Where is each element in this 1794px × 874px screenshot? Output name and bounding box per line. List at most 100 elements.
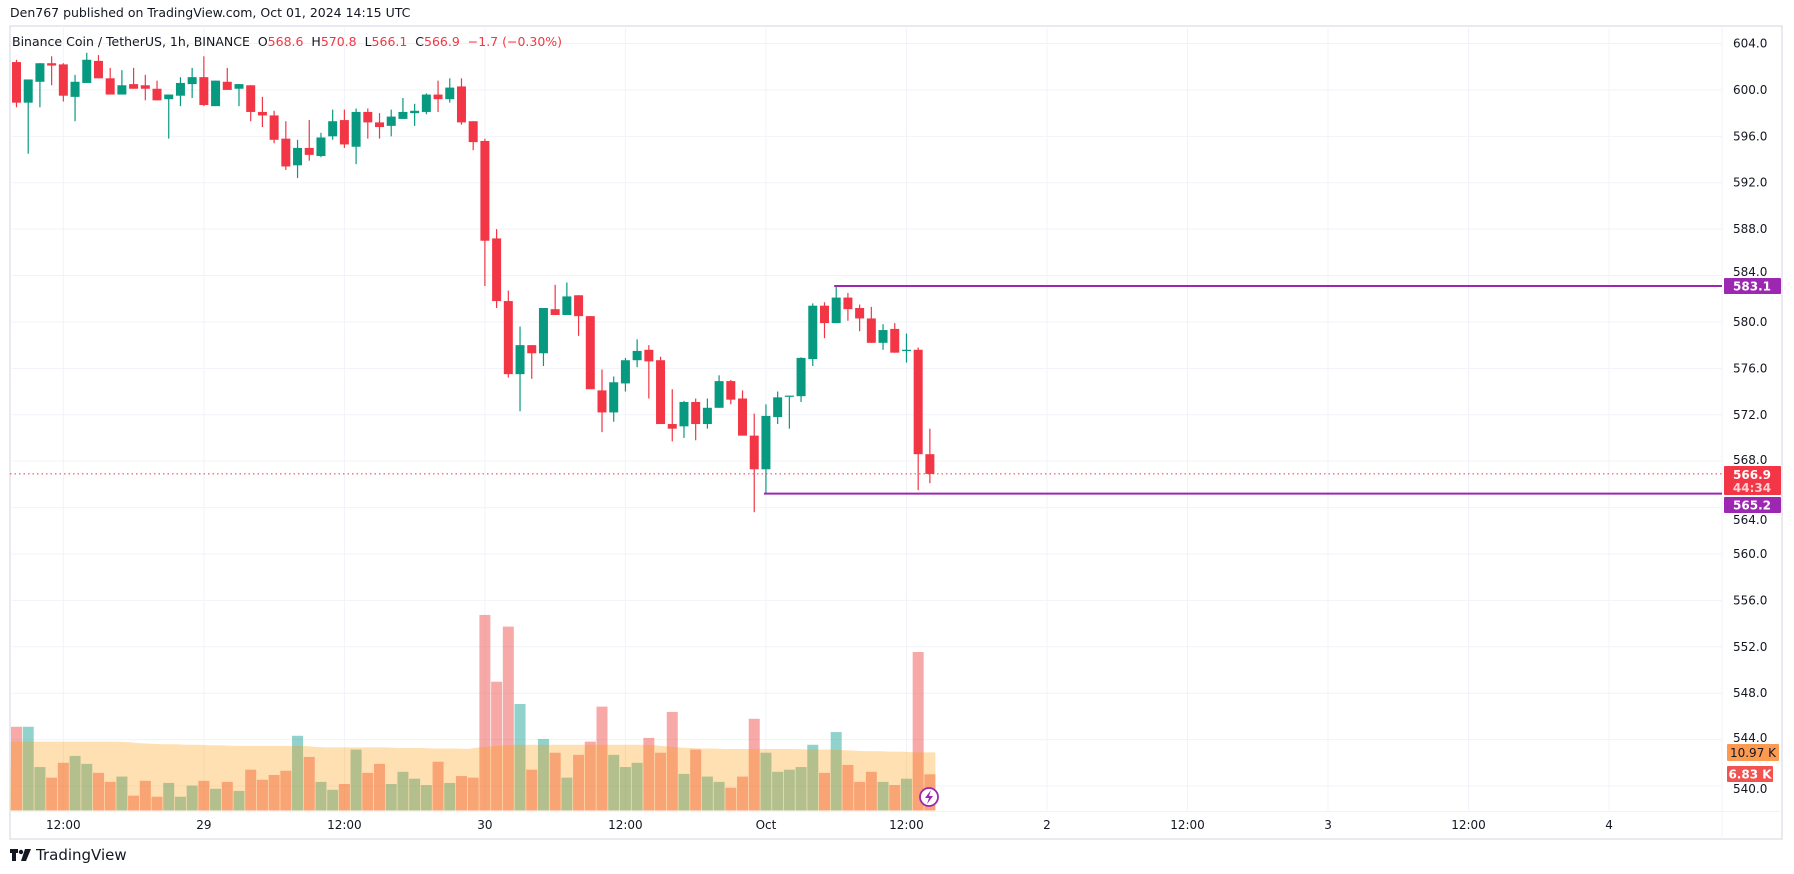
volume-bar <box>444 782 456 811</box>
candle-body <box>47 63 57 66</box>
candle-body <box>70 81 80 97</box>
volume-bar <box>374 763 386 811</box>
candle-body <box>609 382 619 413</box>
candle-body <box>281 138 291 167</box>
support-price-tag-text: 565.2 <box>1733 499 1771 513</box>
grid <box>9 25 1783 840</box>
volume-bar <box>865 771 877 811</box>
volume-bar <box>292 735 304 811</box>
volume-bar <box>830 732 842 811</box>
tradingview-logo-icon <box>10 849 31 861</box>
time-tick-label: 2 <box>1043 818 1051 832</box>
price-tick-label: 564.0 <box>1733 513 1767 527</box>
candle-body <box>714 381 724 408</box>
volume-ma-area <box>10 741 936 811</box>
high-value: 570.8 <box>320 34 357 49</box>
volume-bar <box>690 749 702 811</box>
volume-bar <box>455 776 467 811</box>
open-value: 568.6 <box>267 34 304 49</box>
volume-bar <box>268 774 280 811</box>
volume-bar <box>245 769 257 811</box>
volume-bar <box>725 787 737 811</box>
time-tick-label: 12:00 <box>889 818 924 832</box>
price-tick-label: 576.0 <box>1733 361 1767 375</box>
price-tick-label: 592.0 <box>1733 176 1767 190</box>
candle-body <box>656 360 666 425</box>
candle-body <box>538 308 548 354</box>
candle-body <box>749 435 759 470</box>
candle-body <box>726 381 736 400</box>
volume-bar <box>397 771 409 811</box>
candle-body <box>152 88 162 101</box>
time-tick-label: 12:00 <box>46 818 81 832</box>
candle-body <box>738 398 748 436</box>
candle-body <box>480 140 490 241</box>
candle-body <box>105 78 115 95</box>
candle-body <box>339 120 349 145</box>
volume-bar <box>807 744 819 811</box>
time-tick-label: 12:00 <box>608 818 643 832</box>
candle-body <box>456 86 466 123</box>
volume-bar <box>854 781 866 811</box>
candle-body <box>515 345 525 375</box>
candle-body <box>211 80 221 107</box>
volume-bar <box>643 737 655 811</box>
volume-bar <box>69 755 81 811</box>
candle-body <box>702 407 712 425</box>
volume-bar <box>573 754 585 811</box>
candle-body <box>831 297 841 324</box>
candle-body <box>866 318 876 343</box>
time-tick-label: Oct <box>756 818 777 832</box>
volume-bar <box>46 777 58 811</box>
candle-body <box>293 147 303 166</box>
footer-brand[interactable]: TradingView <box>10 846 127 864</box>
high-label: H <box>311 34 321 49</box>
last-price-tag-text: 566.9 <box>1733 468 1771 482</box>
volume-bar <box>678 773 690 811</box>
candle-body <box>129 84 139 89</box>
volume-bar <box>783 769 795 811</box>
volume-bar <box>491 681 503 811</box>
volume-bar <box>561 777 573 811</box>
volume-ma-tag <box>1727 744 1779 761</box>
volume-bar <box>210 788 222 811</box>
candle-body <box>667 424 677 429</box>
candle-body <box>620 360 630 384</box>
candle-body <box>351 111 361 147</box>
candle-body <box>644 349 654 362</box>
candle-body <box>773 397 783 418</box>
time-tick-label: 4 <box>1605 818 1613 832</box>
candle-body <box>527 345 537 354</box>
time-tick-label: 12:00 <box>1170 818 1205 832</box>
candle-body <box>257 111 267 116</box>
candle-body <box>597 390 607 413</box>
volume-bar <box>877 781 889 811</box>
lightning-icon-glyph <box>925 790 933 804</box>
candle-body <box>386 116 396 126</box>
volume-bar <box>11 726 22 811</box>
volume-bar <box>608 754 620 811</box>
price-tick-label: 584.0 <box>1733 265 1767 279</box>
volume-bar <box>912 652 924 811</box>
candle-body <box>819 305 829 324</box>
volume-bar <box>713 781 725 811</box>
candle-body <box>901 349 911 351</box>
volume-bar <box>139 780 151 811</box>
candle-body <box>93 60 103 79</box>
volume-bar <box>432 761 444 811</box>
volume-bar <box>655 752 667 811</box>
candle-body <box>585 316 595 390</box>
price-tick-label: 604.0 <box>1733 37 1767 51</box>
price-tick-label: 588.0 <box>1733 222 1767 236</box>
candle-body <box>363 111 373 123</box>
candle-body <box>562 296 572 315</box>
volume-bar <box>596 706 608 811</box>
time-tick-label: 12:00 <box>1451 818 1486 832</box>
candle-body <box>175 82 185 96</box>
volume-bar <box>502 626 514 811</box>
volume-bar <box>420 785 432 811</box>
volume-bar <box>818 772 830 811</box>
volume-bar <box>889 785 901 811</box>
volume-bar <box>327 789 339 811</box>
